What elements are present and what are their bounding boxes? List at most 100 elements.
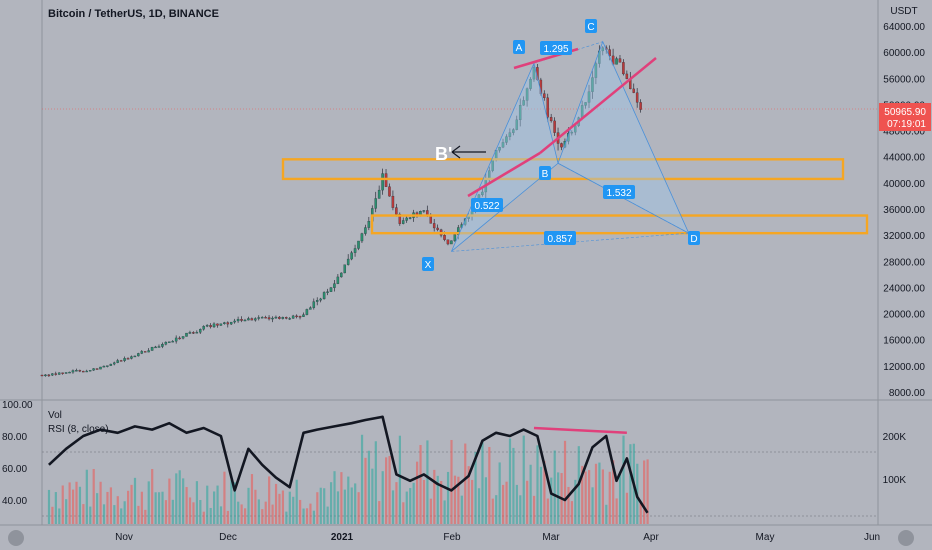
price-tick-label: 28000.00	[883, 257, 925, 268]
pattern-point-b-bg	[539, 166, 551, 180]
candle-body	[150, 346, 154, 351]
volume-bar	[591, 487, 594, 524]
volume-bar	[264, 501, 267, 524]
volume-bar	[450, 439, 453, 524]
volume-bar	[161, 491, 164, 524]
volume-bar	[247, 487, 250, 524]
candle-body	[309, 307, 312, 310]
candle-body	[109, 363, 113, 366]
volume-bar	[96, 493, 99, 524]
candle-body	[54, 373, 58, 375]
candle-body	[82, 370, 85, 373]
price-tick-label: 8000.00	[889, 388, 926, 399]
volume-bar	[199, 499, 202, 524]
pattern-point-a: A	[516, 43, 523, 54]
candle-body	[587, 91, 591, 103]
candle-body	[315, 300, 319, 302]
volume-bar	[629, 444, 632, 524]
volume-bar	[374, 441, 377, 524]
ratio-label-xab: 0.522	[474, 201, 499, 212]
rsi-divergence-line[interactable]	[533, 426, 627, 435]
volume-bar	[109, 487, 113, 524]
candle-body	[635, 92, 639, 103]
volume-bar	[230, 480, 233, 524]
candle-body	[68, 371, 71, 374]
volume-bar	[491, 498, 494, 524]
candle-body	[443, 235, 446, 240]
candle-body	[216, 323, 219, 326]
ratio-label-bcd-bg	[603, 185, 635, 199]
candle-body	[44, 374, 47, 377]
time-tick-label: Jun	[864, 532, 880, 543]
candle-body	[123, 358, 126, 361]
ratio-label-bcd: 1.532	[606, 188, 631, 199]
volume-bar	[409, 488, 412, 524]
candle-body	[515, 119, 519, 130]
volume-bar	[250, 474, 254, 524]
volume-bar	[588, 470, 591, 524]
pattern-point-d: D	[690, 234, 697, 245]
volume-bar	[281, 490, 285, 524]
candle-body	[570, 131, 574, 134]
volume-bar	[254, 489, 257, 524]
candle-body	[553, 120, 556, 133]
candle-body	[185, 332, 188, 337]
volume-bar	[550, 477, 553, 524]
ratio-label-xad: 0.857	[547, 234, 572, 245]
volume-bar	[164, 500, 168, 524]
candle-body	[549, 117, 553, 122]
volume-bar	[388, 456, 391, 524]
volume-bar	[223, 471, 226, 524]
volume-bar	[336, 491, 340, 524]
candle-body	[260, 317, 264, 319]
candle-body	[401, 220, 405, 224]
volume-bar	[622, 435, 625, 524]
candle-body	[615, 58, 618, 65]
support-trendline-lower[interactable]	[467, 151, 541, 198]
candle-body	[106, 365, 109, 367]
volume-bar	[563, 440, 567, 524]
volume-bar	[106, 491, 109, 524]
price-tick-label: 64000.00	[883, 22, 925, 33]
time-tick-label: Feb	[443, 532, 461, 543]
settings-toggle-icon[interactable]	[8, 530, 24, 546]
price-zone-2[interactable]	[370, 214, 869, 235]
volume-bar	[323, 488, 326, 524]
volume-bar	[99, 481, 102, 524]
volume-bar	[206, 485, 209, 524]
volume-bar	[240, 504, 243, 524]
candle-body	[591, 77, 594, 92]
volume-bar	[371, 468, 374, 524]
candle-body	[336, 276, 340, 284]
volume-bar	[419, 445, 422, 524]
volume-bar	[601, 469, 604, 524]
candle-body	[278, 316, 281, 319]
currency-label: USDT	[890, 6, 917, 17]
price-zone-1[interactable]	[281, 158, 845, 181]
support-trendline[interactable]	[539, 57, 657, 154]
candle-body	[298, 316, 302, 318]
volume-bar	[209, 507, 212, 524]
candle-body	[71, 370, 75, 373]
volume-bar	[608, 471, 611, 524]
volume-bar	[302, 508, 305, 524]
volume-bar	[536, 445, 539, 524]
auto-scale-icon[interactable]	[898, 530, 914, 546]
candle-body	[174, 337, 178, 342]
volume-bar	[188, 497, 192, 524]
price-tick-label: 12000.00	[883, 362, 925, 373]
candle-body	[57, 372, 61, 375]
volume-bar	[502, 484, 505, 524]
volume-bar	[140, 491, 143, 524]
candle-body	[457, 227, 460, 235]
volume-bar	[398, 435, 401, 524]
candle-body	[47, 374, 51, 377]
candle-body	[329, 287, 333, 292]
volume-bar	[226, 510, 229, 524]
volume-bar	[532, 495, 536, 524]
candle-body	[199, 329, 202, 333]
candle-body	[295, 315, 298, 318]
volume-bar	[546, 498, 549, 524]
candle-body	[391, 195, 395, 208]
